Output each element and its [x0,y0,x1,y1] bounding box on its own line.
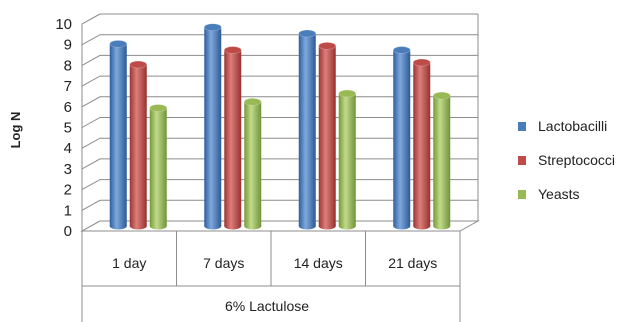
bar-body [109,43,127,227]
legend-swatch [518,190,526,199]
y-tick-label: 5 [64,120,72,137]
group-label: 6% Lactulose [225,298,309,314]
y-tick-label: 7 [64,78,72,95]
bar-top [318,42,337,50]
y-tick-label: 4 [64,140,72,157]
bar [149,104,168,230]
axes [80,13,480,232]
gridline [81,13,478,25]
bar-base [204,222,222,230]
bar-base [224,222,242,230]
bar-base [393,222,411,230]
bar-body [298,33,316,226]
bar [338,89,357,230]
legend-swatch [518,156,526,165]
y-tick-label: 3 [64,161,72,178]
bar-body [433,95,451,226]
bar-base [433,222,451,230]
bar-base [109,222,127,230]
bar-base [318,222,336,230]
category-table: 1 day 7 days 14 days 21 days [81,231,461,322]
bar-top [338,89,357,98]
bar-top [298,29,317,38]
bar-body [149,108,167,226]
category-label: 1 day [112,255,146,271]
y-tick-labels: 0 1 2 3 4 5 6 7 8 9 10 [55,16,72,240]
bar [412,58,431,230]
bar-top [109,39,128,48]
bar-base [129,222,147,230]
legend-swatch [518,122,526,131]
bar-top [432,91,451,100]
y-axis-label: Log N [8,112,23,149]
bar-body [224,50,242,226]
y-tick-label: 1 [64,202,72,219]
bar [243,97,262,230]
legend: Lactobacilli Streptococci Yeasts [518,118,615,202]
bar [223,46,242,230]
bar-body [244,101,262,226]
bar [298,29,317,230]
gridline [81,34,478,46]
bar-body [204,27,222,227]
y-tick-label: 2 [64,182,72,199]
legend-label: Streptococci [538,152,615,168]
bar [109,39,128,230]
bar-top [149,104,168,112]
bar [432,91,451,230]
bar [318,42,337,230]
bar-base [244,222,262,230]
bar-body [413,62,431,226]
gridline [81,54,478,66]
y-tick-label: 8 [64,57,72,74]
floor-plane [80,220,480,232]
category-label: 7 days [203,255,244,271]
bar-body [393,50,411,226]
bar [129,60,148,230]
bar-top [129,60,148,69]
y-tick-label: 6 [64,99,72,116]
bars [109,23,451,230]
y-tick-label: 9 [64,37,72,54]
bar-base [298,222,316,230]
y-axis-top-edge [81,13,101,25]
legend-label: Lactobacilli [538,118,607,134]
bar-body [338,93,356,227]
bar-top [223,46,242,54]
bar [203,23,222,230]
bar-top [412,58,431,67]
bar-body [318,45,336,226]
bar-base [338,222,356,230]
category-label: 14 days [294,255,343,271]
bar-top [243,97,262,106]
bar-base [413,222,431,230]
y-tick-label: 10 [55,16,72,33]
category-label: 21 days [388,255,437,271]
bar-top [392,46,411,54]
bar-top [203,23,222,32]
bar-base [149,222,167,230]
bar [392,46,411,230]
y-tick-label: 0 [64,223,72,240]
gridline [81,75,478,87]
bar-body [129,64,147,226]
legend-label: Yeasts [538,186,580,202]
